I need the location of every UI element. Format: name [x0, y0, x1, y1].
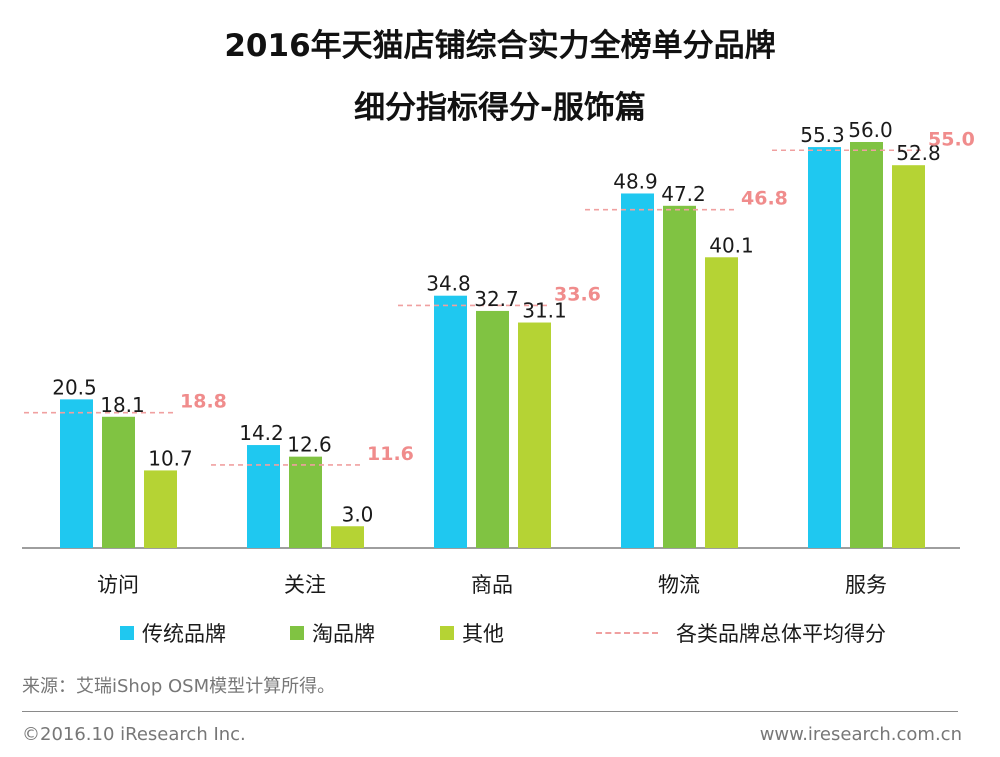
legend-label-average: 各类品牌总体平均得分: [676, 622, 886, 646]
legend-label-taobao: 淘品牌: [312, 622, 375, 646]
footer-divider: [22, 711, 958, 712]
bar-traditional-0: [60, 399, 93, 548]
source-note: 来源：艾瑞iShop OSM模型计算所得。: [22, 676, 336, 697]
legend-swatch-other: [440, 626, 454, 640]
bar-label-other-4: 52.8: [896, 141, 941, 165]
legend-swatch-traditional: [120, 626, 134, 640]
bar-label-taobao-2: 32.7: [474, 287, 519, 311]
bar-label-traditional-3: 48.9: [613, 169, 658, 193]
bar-label-other-1: 3.0: [342, 502, 374, 526]
bar-other-2: [518, 322, 551, 548]
category-label-3: 物流: [658, 573, 700, 597]
category-label-4: 服务: [845, 573, 887, 597]
legend: 传统品牌 淘品牌 其他 各类品牌总体平均得分: [0, 618, 1000, 650]
bar-other-0: [144, 470, 177, 548]
bar-traditional-4: [808, 147, 841, 548]
legend-label-traditional: 传统品牌: [142, 622, 226, 646]
bar-label-taobao-1: 12.6: [287, 433, 332, 457]
category-label-0: 访问: [97, 573, 139, 597]
bar-taobao-3: [663, 205, 696, 549]
bar-label-traditional-2: 34.8: [426, 272, 471, 296]
bar-traditional-2: [434, 295, 467, 548]
bar-taobao-2: [476, 310, 509, 548]
bar-label-taobao-0: 18.1: [100, 393, 145, 417]
category-label-1: 关注: [284, 573, 326, 597]
average-label-1: 11.6: [367, 443, 414, 465]
bar-label-other-0: 10.7: [148, 446, 193, 470]
bar-other-1: [331, 526, 364, 548]
bar-taobao-1: [289, 456, 322, 548]
bar-other-3: [705, 257, 738, 548]
footer-website[interactable]: www.iresearch.com.cn: [759, 724, 962, 745]
bar-label-traditional-0: 20.5: [52, 375, 97, 399]
legend-dash-average: [596, 632, 658, 634]
average-label-3: 46.8: [741, 188, 788, 210]
bar-taobao-0: [102, 416, 135, 548]
average-label-4: 55.0: [928, 128, 975, 150]
bar-label-traditional-4: 55.3: [800, 123, 845, 147]
chart-title-line2: 细分指标得分-服饰篇: [354, 90, 646, 126]
legend-item-other: 其他: [440, 618, 504, 648]
legend-item-average: 各类品牌总体平均得分: [596, 618, 886, 648]
footer-copyright: ©2016.10 iResearch Inc.: [22, 724, 246, 745]
bar-label-other-3: 40.1: [709, 233, 754, 257]
legend-item-taobao: 淘品牌: [290, 618, 375, 648]
legend-swatch-taobao: [290, 626, 304, 640]
average-label-0: 18.8: [180, 391, 227, 413]
legend-label-other: 其他: [462, 622, 504, 646]
bar-traditional-1: [247, 445, 280, 548]
bar-taobao-4: [850, 142, 883, 548]
chart-title-line1: 2016年天猫店铺综合实力全榜单分品牌: [224, 28, 776, 64]
bar-label-traditional-1: 14.2: [239, 421, 284, 445]
legend-item-traditional: 传统品牌: [120, 618, 226, 648]
bar-traditional-3: [621, 193, 654, 548]
average-label-2: 33.6: [554, 283, 601, 305]
bar-label-other-2: 31.1: [522, 299, 567, 323]
bar-label-taobao-4: 56.0: [848, 118, 893, 142]
bar-other-4: [892, 165, 925, 548]
category-label-2: 商品: [471, 573, 513, 597]
bar-label-taobao-3: 47.2: [661, 182, 706, 206]
